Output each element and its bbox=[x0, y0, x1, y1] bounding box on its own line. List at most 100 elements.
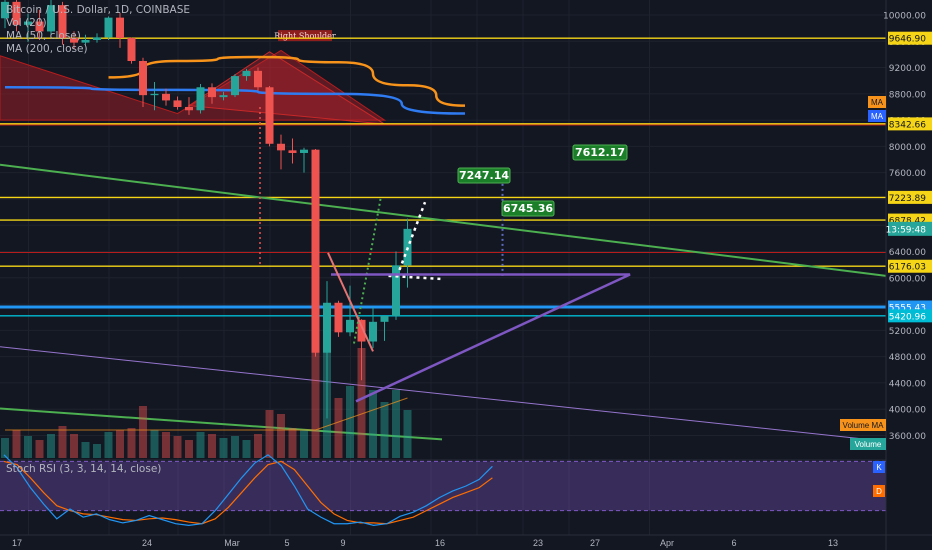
volume-bar bbox=[162, 432, 170, 458]
candle-body bbox=[346, 319, 354, 333]
candle-body bbox=[104, 17, 113, 38]
candle-body bbox=[150, 93, 159, 96]
level-badge: 9646.90 bbox=[889, 35, 926, 45]
time-tick: 27 bbox=[590, 538, 600, 548]
price-tick: 10000.00 bbox=[883, 12, 926, 22]
volume-bar bbox=[35, 440, 44, 458]
level-badge: 5555.43 bbox=[889, 304, 926, 314]
candle-body bbox=[93, 37, 101, 40]
level-badge-bg bbox=[888, 309, 932, 323]
level-badge: 7223.89 bbox=[889, 194, 926, 204]
chart-legend[interactable]: Bitcoin / U.S. Dollar, 1D, COINBASE Vol … bbox=[6, 4, 190, 56]
candle-body bbox=[1, 1, 9, 19]
osc-legend[interactable]: Stoch RSI (3, 3, 14, 14, close) bbox=[6, 463, 161, 476]
pattern-label-bg bbox=[278, 30, 332, 42]
trendlines[interactable] bbox=[0, 163, 887, 442]
candle-body bbox=[334, 302, 343, 333]
candle-body bbox=[300, 149, 308, 153]
candle-body bbox=[311, 149, 320, 353]
volume-bar bbox=[369, 390, 377, 458]
volume-bar bbox=[81, 442, 90, 458]
time-tick: Mar bbox=[224, 538, 240, 548]
candle-body bbox=[127, 37, 136, 61]
volume-bar bbox=[1, 438, 9, 458]
candle-body bbox=[70, 37, 78, 43]
price-tick: 5200.00 bbox=[889, 327, 926, 337]
price-tick: 4400.00 bbox=[889, 379, 926, 389]
ma50-line bbox=[108, 55, 466, 107]
ma-badge-orange-bg bbox=[868, 96, 886, 108]
candle-body bbox=[208, 87, 216, 98]
candle-body bbox=[116, 17, 124, 38]
time-axis[interactable]: 17 24 Mar 5 9 16 23 27 Apr 6 13 bbox=[0, 534, 932, 548]
price-tick: 6000.00 bbox=[889, 274, 926, 284]
time-tick: 17 bbox=[12, 538, 22, 548]
volume-bar bbox=[104, 432, 113, 458]
candlesticks bbox=[1, 0, 412, 419]
candle-body bbox=[392, 265, 400, 316]
volume-bar bbox=[12, 430, 21, 458]
volume-bar bbox=[346, 386, 354, 458]
candle-body bbox=[162, 93, 170, 101]
volume-bar bbox=[70, 434, 78, 458]
volume-bar bbox=[392, 390, 400, 458]
candle-body bbox=[231, 76, 239, 96]
volume-ma-badge-bg bbox=[840, 419, 886, 431]
pattern-label: Right Shoulder bbox=[274, 32, 336, 41]
volume-bar bbox=[300, 430, 308, 458]
volume-bar bbox=[185, 440, 193, 458]
time-tick: 9 bbox=[340, 538, 345, 548]
target-label-7247-bg bbox=[457, 167, 511, 184]
stoch-d-badge: D bbox=[876, 487, 882, 496]
candle-body bbox=[288, 150, 297, 153]
wedge-pattern bbox=[331, 273, 631, 403]
volume-bar bbox=[334, 398, 343, 458]
legend-volume[interactable]: Vol (20) bbox=[6, 17, 47, 29]
legend-ma200[interactable]: MA (200, close) bbox=[6, 43, 88, 55]
stoch-d-badge-bg bbox=[873, 485, 885, 497]
candle-body bbox=[35, 21, 44, 32]
volume-bar bbox=[403, 410, 412, 458]
target-label-6745: 6745.36 bbox=[503, 202, 553, 215]
volume-bar bbox=[231, 436, 239, 458]
candle-body bbox=[12, 1, 21, 25]
volume-bar bbox=[150, 430, 159, 458]
candle-body bbox=[277, 143, 285, 151]
volume-bar bbox=[208, 434, 216, 458]
time-tick: 13 bbox=[828, 538, 838, 548]
candle-body bbox=[196, 87, 205, 111]
ma-badge-blue-bg bbox=[868, 110, 886, 122]
candle-body bbox=[242, 70, 251, 77]
volume-bar bbox=[47, 434, 55, 458]
volume-ma-line bbox=[5, 397, 408, 431]
volume-bar bbox=[242, 440, 251, 458]
price-axis[interactable]: 10000.009600.009200.008800.008400.008000… bbox=[840, 0, 932, 550]
target-label-6745-bg bbox=[501, 200, 555, 217]
legend-title[interactable]: Bitcoin / U.S. Dollar, 1D, COINBASE bbox=[6, 4, 191, 16]
price-tick: 4800.00 bbox=[889, 353, 926, 363]
stoch-k-badge: K bbox=[876, 463, 882, 472]
horizontal-levels[interactable] bbox=[0, 37, 886, 317]
right-shoulder-triangle bbox=[187, 51, 385, 125]
level-badge-bg bbox=[888, 117, 932, 131]
candle-body bbox=[219, 95, 228, 98]
volume-bar bbox=[265, 410, 274, 458]
candle-body bbox=[58, 5, 67, 38]
level-badge: 5420.96 bbox=[889, 312, 926, 322]
candle-body bbox=[139, 60, 147, 96]
legend-ma50[interactable]: MA (50, close) bbox=[6, 30, 81, 42]
volume-bar bbox=[93, 444, 101, 458]
shoulder-shading bbox=[0, 49, 387, 121]
time-tick: 5 bbox=[284, 538, 289, 548]
candle-body bbox=[369, 321, 377, 342]
target-label-7612: 7612.17 bbox=[575, 146, 625, 159]
volume-badge: Volume bbox=[855, 440, 882, 449]
drawings[interactable]: 7247.14 6745.36 7612.17 bbox=[259, 106, 631, 403]
candle-body bbox=[24, 21, 32, 25]
current-price-countdown: 13:59:48 bbox=[886, 225, 927, 235]
time-tick: Apr bbox=[660, 538, 674, 548]
osc-legend-title[interactable]: Stoch RSI (3, 3, 14, 14, close) bbox=[6, 463, 162, 475]
candle-body bbox=[173, 100, 182, 107]
price-tick: 3600.00 bbox=[889, 432, 926, 442]
